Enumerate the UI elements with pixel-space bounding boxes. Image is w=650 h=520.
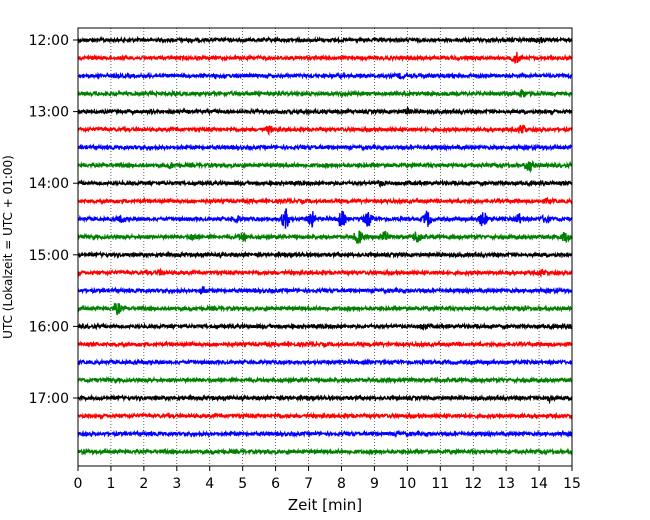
trace-1500 [77,250,573,260]
trace-1200 [77,35,573,45]
trace-1300 [77,105,573,116]
trace-1715 [77,411,573,421]
x-tick-label-15: 15 [563,476,581,492]
y-axis-label: UTC (Lokalzeit = UTC + 01:00) [1,155,15,339]
y-tick-label-2: 14:00 [29,176,69,192]
trace-1415 [77,196,573,206]
trace-1230 [77,71,573,81]
trace-1730 [77,429,573,439]
trace-1600 [77,321,573,332]
trace-1700 [77,393,573,405]
x-tick-label-2: 2 [139,476,148,492]
trace-1430 [77,208,573,229]
x-tick-label-5: 5 [238,476,247,492]
x-axis-label: Zeit [min] [288,496,362,514]
trace-group [77,35,573,457]
trace-1515 [77,267,573,278]
trace-1315 [77,124,573,137]
y-axis-ticks: 12:00 13:00 14:00 15:00 16:00 17:00 [29,33,78,407]
trace-1645 [77,375,573,385]
y-tick-label-3: 15:00 [29,248,69,264]
y-tick-label-5: 17:00 [29,391,69,407]
trace-1445 [77,230,573,244]
trace-1745 [77,447,573,457]
x-tick-label-4: 4 [205,476,214,492]
x-tick-label-8: 8 [337,476,346,492]
x-tick-label-3: 3 [172,476,181,492]
trace-1215 [77,51,573,64]
trace-1400 [77,178,573,188]
trace-1530 [77,286,573,295]
trace-1545 [77,302,573,316]
x-tick-label-11: 11 [431,476,449,492]
x-tick-label-13: 13 [497,476,515,492]
trace-1615 [77,339,573,349]
x-tick-label-7: 7 [304,476,313,492]
trace-1345 [77,159,573,174]
x-tick-label-6: 6 [271,476,280,492]
x-tick-label-12: 12 [464,476,482,492]
trace-1245 [77,89,573,99]
y-tick-label-0: 12:00 [29,33,69,49]
x-tick-label-9: 9 [370,476,379,492]
y-tick-label-4: 16:00 [29,319,69,335]
plot-frame [77,27,573,467]
y-tick-label-1: 13:00 [29,105,69,121]
x-tick-label-1: 1 [106,476,115,492]
x-tick-label-0: 0 [74,476,83,492]
trace-1330 [77,143,573,152]
grid-lines [110,28,540,466]
x-tick-label-10: 10 [398,476,416,492]
trace-1630 [77,357,573,367]
x-tick-label-14: 14 [530,476,548,492]
x-axis-ticks: 0 1 2 3 4 5 6 7 8 9 10 11 12 13 14 15 [74,466,581,492]
